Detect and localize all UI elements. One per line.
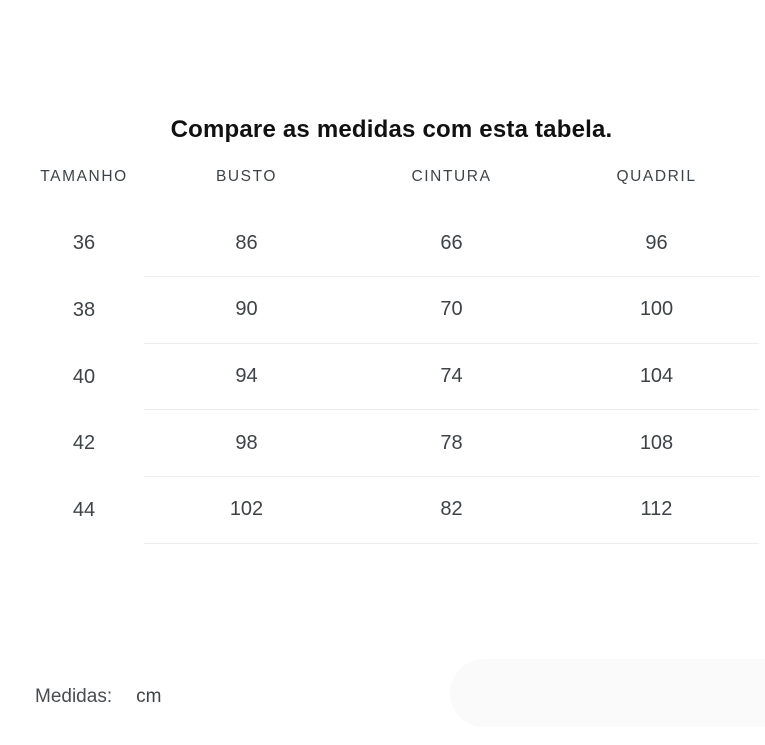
column-header-waist: CINTURA xyxy=(411,168,492,186)
cell-bust: 94 xyxy=(144,344,349,411)
cell-hip: 100 xyxy=(554,277,759,344)
cell-waist: 70 xyxy=(349,277,554,344)
page-title: Compare as medidas com esta tabela. xyxy=(170,116,613,143)
column-header-size: TAMANHO xyxy=(40,168,128,186)
unit-option-cm[interactable]: cm xyxy=(136,686,162,707)
column-header-hip: QUADRIL xyxy=(616,168,697,186)
cell-bust: 86 xyxy=(144,211,349,278)
cell-waist: 66 xyxy=(349,211,554,278)
cell-bust: 98 xyxy=(144,410,349,477)
cell-size: 38 xyxy=(72,298,96,321)
cell-size: 36 xyxy=(72,232,96,255)
cell-size: 44 xyxy=(72,498,96,521)
cell-size: 42 xyxy=(72,432,96,455)
cell-bust: 90 xyxy=(144,277,349,344)
cell-hip: 112 xyxy=(554,477,759,544)
cell-waist: 74 xyxy=(349,344,554,411)
cell-bust: 102 xyxy=(144,477,349,544)
cell-waist: 82 xyxy=(349,477,554,544)
cell-hip: 104 xyxy=(554,344,759,411)
column-header-bust: BUSTO xyxy=(215,168,278,186)
cell-size: 40 xyxy=(72,365,96,388)
cell-hip: 108 xyxy=(554,410,759,477)
cell-hip: 96 xyxy=(554,211,759,278)
size-table: TAMANHO BUSTO CINTURA QUADRIL 36 86 66 9… xyxy=(24,144,759,544)
background-pill xyxy=(450,659,765,727)
measurements-label: Medidas: xyxy=(35,686,113,707)
cell-waist: 78 xyxy=(349,410,554,477)
measurements-footer: Medidas: cm xyxy=(35,685,161,709)
